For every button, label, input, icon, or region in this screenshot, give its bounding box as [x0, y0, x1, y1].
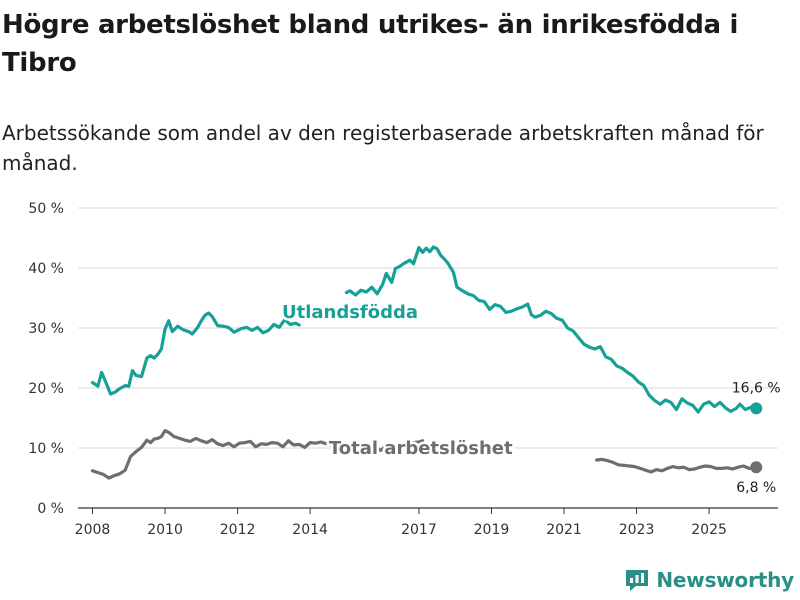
x-tick-label: 2021 [546, 522, 582, 538]
newsworthy-logo-icon [626, 570, 649, 591]
end-label-utlandsfodda: 16,6 % [732, 380, 781, 396]
x-tick-label: 2008 [75, 522, 111, 538]
x-tick-label: 2023 [619, 522, 655, 538]
x-tick-label: 2019 [474, 522, 510, 538]
y-tick-label: 10 % [28, 441, 64, 457]
axes: 0 % 10 % 20 % 30 % 40 % 50 % 2008 2010 2012 2014 2… [28, 201, 726, 538]
series-label-total: Total arbetslöshet [329, 438, 513, 459]
series-line-utlandsfodda [90, 245, 758, 414]
y-tick-label: 30 % [28, 321, 64, 337]
end-point-total [750, 461, 763, 474]
x-tick-label: 2017 [401, 522, 437, 538]
x-tick-label: 2012 [220, 522, 256, 538]
gridlines [78, 207, 778, 509]
chart-subtitle: Arbetssökande som andel av den registerb… [2, 121, 764, 175]
x-tick-label: 2025 [691, 522, 727, 538]
y-tick-label: 50 % [28, 201, 64, 217]
y-tick-label: 40 % [28, 261, 64, 277]
x-tick-label: 2014 [292, 522, 328, 538]
y-tick-label: 0 % [37, 501, 64, 517]
series-lines [90, 245, 763, 480]
y-tick-label: 20 % [28, 381, 64, 397]
brand-name: Newsworthy [656, 568, 794, 592]
series-line-total [90, 429, 758, 480]
end-label-total: 6,8 % [736, 480, 776, 496]
series-label-utlandsfodda: Utlandsfödda [282, 302, 418, 323]
x-tick-label: 2010 [147, 522, 183, 538]
chart-title: Högre arbetslöshet bland utrikes- än inr… [2, 10, 739, 78]
labels: 16,6 % Utlandsfödda 6,8 % Total arbetslöshe… [279, 299, 781, 496]
end-point-utlandsfodda [750, 402, 763, 415]
brand-logo[interactable]: Newsworthy [624, 566, 794, 594]
